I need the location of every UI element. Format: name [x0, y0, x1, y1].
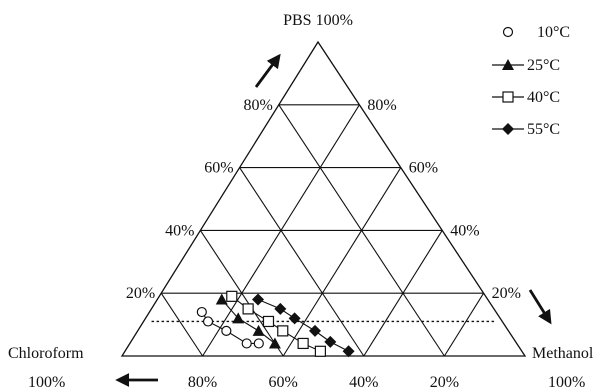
legend-entry-25c: 25°C: [492, 57, 560, 74]
data-point-diamond: [252, 293, 265, 306]
left-vertex-label: Chloroform: [8, 345, 84, 362]
tick-label: 80%: [188, 374, 217, 391]
grid-line: [282, 167, 402, 357]
series-40c: [226, 290, 326, 357]
data-point-diamond: [274, 302, 287, 315]
grid-line: [239, 167, 365, 357]
series-layer: [196, 290, 355, 358]
tick-label: 60%: [204, 160, 233, 177]
tick-label: 80%: [243, 97, 272, 114]
data-point-triangle: [232, 312, 245, 324]
tick-label: 80%: [367, 97, 396, 114]
data-point-diamond: [288, 312, 301, 325]
left-vertex-sublabel: 100%: [28, 374, 65, 391]
tick-label: 60%: [269, 374, 298, 391]
series-55c: [252, 293, 355, 358]
grid-line: [160, 292, 204, 357]
methanol-direction-arrow: [528, 289, 552, 325]
legend-label-10c: 10°C: [537, 24, 570, 41]
tick-labels: 20% 40% 60% 80% 80% 60% 40% 20% 80% 60% 40% 20%: [126, 97, 521, 391]
data-point-triangle: [252, 324, 265, 336]
data-point-circle: [221, 325, 232, 336]
tick-label: 40%: [165, 222, 194, 239]
legend-label-55c: 55°C: [527, 121, 560, 138]
data-point-square: [314, 345, 326, 357]
data-point-diamond: [342, 345, 355, 358]
right-vertex-sublabel: 100%: [548, 374, 585, 391]
tick-label: 40%: [349, 374, 378, 391]
legend-entry-10c: 10°C: [502, 24, 570, 41]
legend-marker-circle-open: [502, 26, 514, 38]
tick-label: 20%: [126, 285, 155, 302]
data-point-diamond: [324, 335, 337, 348]
data-point-diamond: [309, 324, 321, 337]
legend-entry-40c: 40°C: [492, 89, 560, 106]
right-vertex-label: Methanol: [532, 345, 594, 362]
series-25c: [215, 293, 281, 349]
series-line: [221, 299, 276, 344]
data-point-square: [262, 315, 275, 328]
tick-label: 20%: [492, 285, 521, 302]
legend-label-25c: 25°C: [527, 57, 560, 74]
data-point-circle: [202, 316, 214, 327]
tick-label: 40%: [450, 222, 479, 239]
data-point-circle: [241, 338, 252, 349]
legend-marker-triangle-filled: [502, 59, 514, 70]
grid-line: [443, 292, 485, 357]
data-point-triangle: [268, 337, 281, 349]
data-point-square: [226, 290, 238, 302]
legend: 10°C 25°C 40°C 55°C: [492, 24, 570, 138]
triangle-outline: [120, 40, 527, 357]
series-10c: [196, 306, 264, 349]
legend-entry-55c: 55°C: [492, 121, 560, 138]
ternary-grid: [160, 104, 485, 357]
legend-label-40c: 40°C: [527, 89, 560, 106]
legend-marker-diamond-filled: [502, 123, 514, 135]
pbs-direction-arrow: [254, 53, 281, 88]
legend-marker-square-open: [502, 91, 514, 103]
data-point-circle: [196, 306, 207, 318]
data-point-square: [242, 303, 254, 315]
tick-label: 60%: [409, 160, 438, 177]
data-point-square: [277, 325, 289, 337]
top-vertex-label: PBS 100%: [283, 12, 353, 29]
tick-label: 20%: [430, 374, 459, 391]
data-point-triangle: [215, 293, 228, 305]
data-point-square: [297, 337, 309, 350]
data-point-circle: [253, 338, 264, 349]
